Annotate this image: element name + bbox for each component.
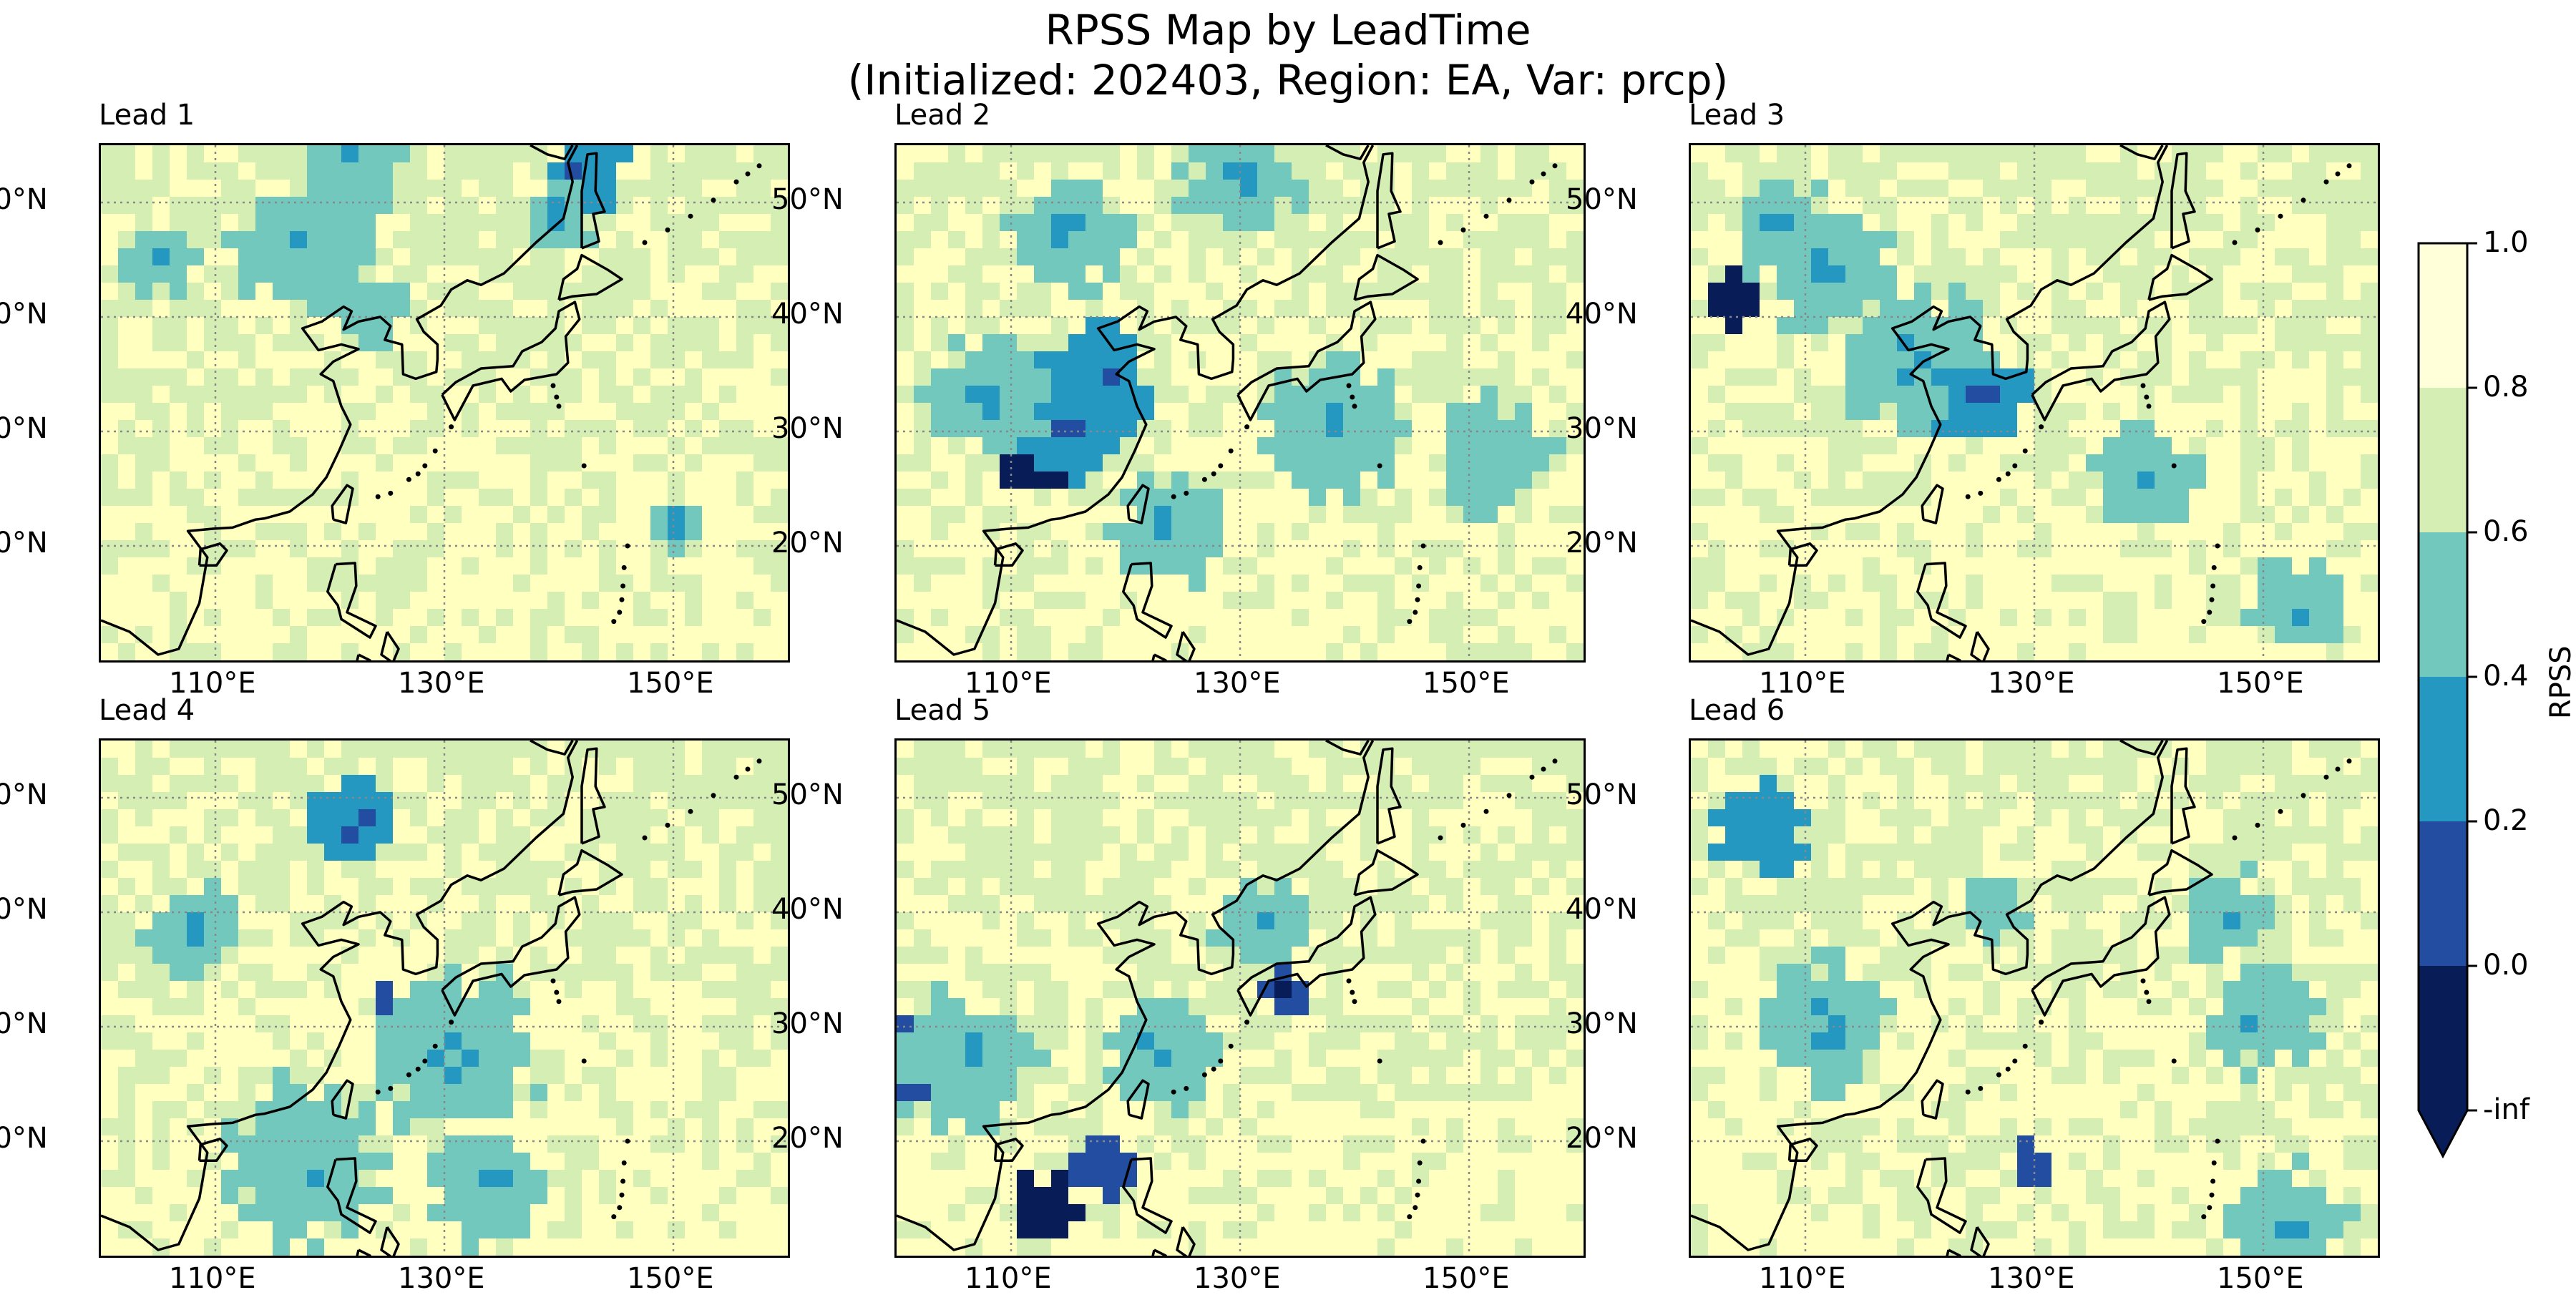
lon-tick-label: 150°E: [627, 1262, 714, 1295]
colorbar-tick-label: 0.4: [2483, 660, 2529, 693]
lat-tick-label: 50°N: [771, 778, 844, 811]
panel-title: Lead 6: [1689, 694, 1785, 727]
map-canvas: [101, 741, 788, 1256]
colorbar-title: RPSS: [2545, 645, 2576, 719]
panel-title: Lead 5: [894, 694, 991, 727]
gridlines: [101, 145, 788, 660]
lat-tick-label: 40°N: [1566, 298, 1638, 331]
panel-title: Lead 3: [1689, 99, 1785, 132]
lat-tick-label: 20°N: [771, 527, 844, 559]
rpss-cells: [897, 741, 1584, 1256]
rpss-cells: [101, 741, 788, 1256]
rpss-map-lead-5: [894, 738, 1586, 1258]
lon-tick-label: 130°E: [1194, 667, 1281, 700]
panel-title: Lead 1: [99, 99, 195, 132]
lon-tick-label: 130°E: [398, 1262, 485, 1295]
figure-title-line2: (Initialized: 202403, Region: EA, Var: p…: [847, 56, 1729, 104]
gridlines: [1691, 741, 2378, 1256]
rpss-map-lead-1: [99, 143, 790, 663]
map-canvas: [1691, 145, 2378, 660]
lat-tick-label: 20°N: [1566, 527, 1638, 559]
lon-tick-label: 130°E: [398, 667, 485, 700]
lat-tick-label: 30°N: [771, 1007, 844, 1040]
rpss-map-lead-6: [1689, 738, 2380, 1258]
lat-tick-label: 40°N: [771, 298, 844, 331]
lon-tick-label: 110°E: [965, 667, 1052, 700]
lon-tick-label: 150°E: [2217, 1262, 2304, 1295]
rpss-map-lead-4: [99, 738, 790, 1258]
colorbar-tick-label: 0.2: [2483, 804, 2529, 837]
lat-tick-label: 30°N: [1566, 1007, 1638, 1040]
colorbar-scale: [2417, 242, 2477, 1159]
colorbar-tick-label: 0.8: [2483, 371, 2529, 404]
coastlines: [1691, 741, 2352, 1256]
gridlines: [1691, 145, 2378, 660]
lat-tick-label: 20°N: [1566, 1122, 1638, 1155]
coastlines: [101, 741, 762, 1256]
lat-tick-label: 30°N: [771, 412, 844, 445]
lat-tick-label: 40°N: [0, 893, 48, 926]
colorbar-tick-label: -inf: [2483, 1093, 2529, 1126]
coastlines: [1691, 145, 2352, 660]
lat-tick-label: 50°N: [0, 183, 48, 216]
lon-tick-label: 110°E: [169, 1262, 256, 1295]
colorbar-tick-label: 0.0: [2483, 949, 2529, 982]
lon-tick-label: 110°E: [1759, 667, 1846, 700]
lat-tick-label: 30°N: [1566, 412, 1638, 445]
lon-tick-label: 110°E: [965, 1262, 1052, 1295]
lon-tick-label: 110°E: [1759, 1262, 1846, 1295]
rpss-cells: [1691, 145, 2378, 660]
lat-tick-label: 30°N: [0, 1007, 48, 1040]
lat-tick-label: 50°N: [1566, 778, 1638, 811]
lat-tick-label: 40°N: [1566, 893, 1638, 926]
lon-tick-label: 150°E: [627, 667, 714, 700]
lat-tick-label: 40°N: [771, 893, 844, 926]
lon-tick-label: 110°E: [169, 667, 256, 700]
figure-title-line1: RPSS Map by LeadTime: [1045, 6, 1531, 54]
lon-tick-label: 150°E: [1423, 667, 1510, 700]
colorbar-tick-label: 1.0: [2483, 226, 2529, 259]
lat-tick-label: 20°N: [771, 1122, 844, 1155]
map-canvas: [897, 741, 1584, 1256]
rpss-map-lead-2: [894, 143, 1586, 663]
map-canvas: [1691, 741, 2378, 1256]
gridlines: [897, 741, 1584, 1256]
lon-tick-label: 150°E: [2217, 667, 2304, 700]
colorbar-tick-label: 0.6: [2483, 515, 2529, 548]
lat-tick-label: 40°N: [0, 298, 48, 331]
lat-tick-label: 20°N: [0, 1122, 48, 1155]
map-canvas: [101, 145, 788, 660]
gridlines: [897, 145, 1584, 660]
panel-title: Lead 4: [99, 694, 195, 727]
rpss-cells: [897, 145, 1584, 660]
lat-tick-label: 30°N: [0, 412, 48, 445]
lat-tick-label: 20°N: [0, 527, 48, 559]
rpss-cells: [1691, 741, 2378, 1256]
gridlines: [101, 741, 788, 1256]
panel-title: Lead 2: [894, 99, 991, 132]
lat-tick-label: 50°N: [0, 778, 48, 811]
rpss-map-lead-3: [1689, 143, 2380, 663]
coastlines: [101, 145, 762, 660]
lat-tick-label: 50°N: [771, 183, 844, 216]
coastlines: [897, 741, 1558, 1256]
lon-tick-label: 130°E: [1194, 1262, 1281, 1295]
lon-tick-label: 130°E: [1988, 667, 2075, 700]
map-canvas: [897, 145, 1584, 660]
coastlines: [897, 145, 1558, 660]
lat-tick-label: 50°N: [1566, 183, 1638, 216]
lon-tick-label: 150°E: [1423, 1262, 1510, 1295]
lon-tick-label: 130°E: [1988, 1262, 2075, 1295]
